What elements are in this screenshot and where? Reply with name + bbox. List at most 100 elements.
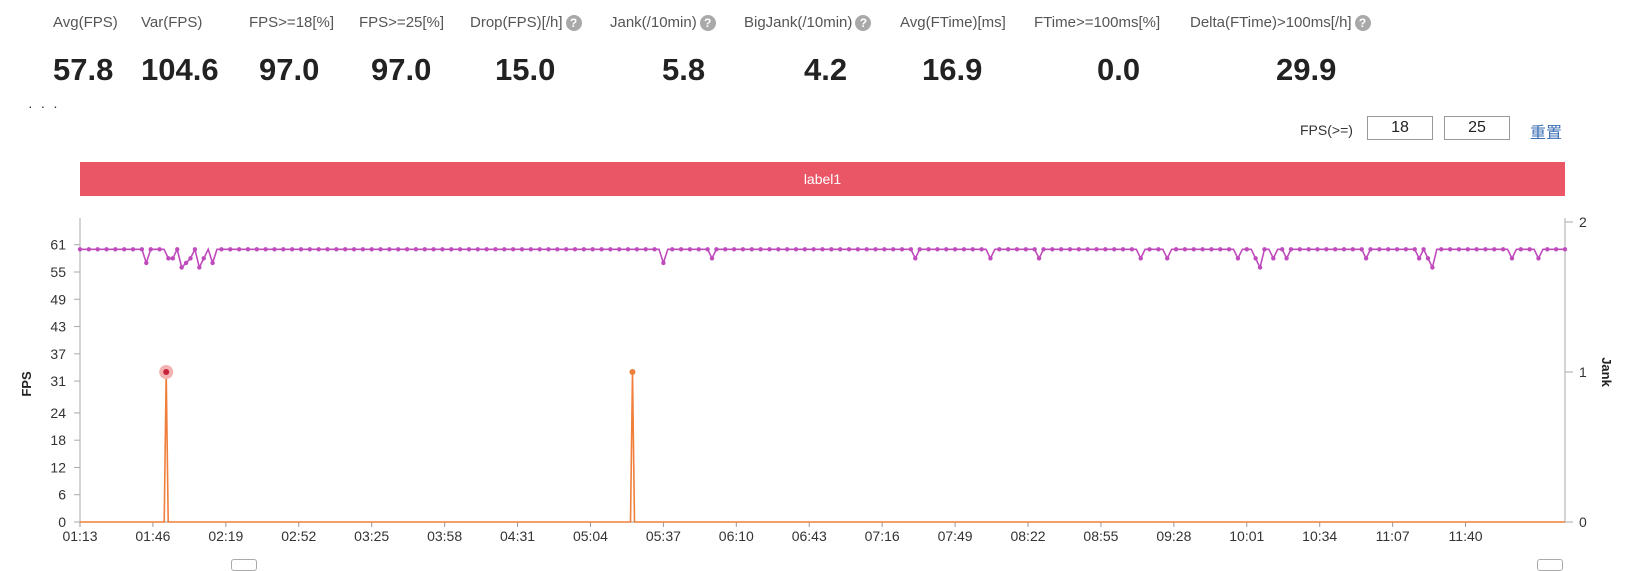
- fps-point: [1067, 247, 1073, 252]
- x-tick-label: 05:37: [646, 528, 681, 544]
- metric-label: Var(FPS): [141, 14, 202, 31]
- x-tick-label: 05:04: [573, 528, 608, 544]
- fps-point: [1386, 247, 1391, 252]
- fps-point: [678, 247, 684, 252]
- fps-point: [298, 247, 304, 252]
- help-icon[interactable]: ?: [565, 14, 582, 31]
- fps-point: [776, 247, 781, 252]
- x-tick-label: 01:46: [135, 528, 170, 544]
- fps-point: [1394, 247, 1400, 252]
- y-tick-label: 61: [50, 237, 66, 253]
- fps-point: [1288, 247, 1294, 252]
- fps-point: [714, 247, 719, 252]
- fps-point: [144, 260, 149, 266]
- metric-label: Avg(FTime)[ms]: [900, 14, 1006, 31]
- fps-point: [670, 247, 675, 252]
- metric-value: 15.0: [495, 52, 556, 87]
- fps-point: [104, 247, 109, 252]
- fps-point: [555, 247, 560, 252]
- fps-point: [802, 247, 808, 252]
- help-icon[interactable]: ?: [1354, 14, 1371, 31]
- fps-point: [188, 256, 193, 261]
- fps-point: [1050, 247, 1055, 252]
- fps-point: [528, 247, 534, 252]
- fps-point: [590, 247, 595, 252]
- fps-point: [219, 247, 224, 252]
- help-icon[interactable]: ?: [699, 14, 716, 31]
- fps-point: [997, 247, 1002, 252]
- fps-point: [837, 247, 843, 252]
- fps-point: [599, 247, 604, 252]
- fps-threshold-low-input[interactable]: [1367, 116, 1433, 140]
- fps-point: [272, 247, 277, 252]
- fps-point: [1036, 256, 1042, 261]
- metric-value: 97.0: [259, 52, 320, 87]
- zoom-handle-right[interactable]: [1537, 559, 1563, 571]
- y-tick-label: 43: [50, 319, 66, 335]
- x-tick-label: 02:19: [208, 528, 243, 544]
- fps-point: [661, 260, 666, 266]
- metric-label-text: Avg(FTime)[ms]: [900, 14, 1006, 31]
- y-tick-label: 24: [50, 405, 66, 421]
- fps-point: [1315, 247, 1320, 252]
- fps-point: [1226, 247, 1232, 252]
- x-tick-label: 11:07: [1376, 528, 1410, 544]
- fps-point: [1306, 247, 1311, 252]
- fps-point: [396, 247, 401, 252]
- fps-point: [1271, 256, 1276, 261]
- fps-point: [1218, 247, 1223, 252]
- fps-point: [86, 247, 92, 252]
- fps-point: [1363, 256, 1369, 261]
- fps-point: [873, 247, 878, 252]
- fps-point: [1465, 247, 1470, 252]
- fps-point: [360, 247, 366, 252]
- metric-value: 57.8: [53, 52, 114, 87]
- fps-point: [179, 265, 184, 270]
- x-tick-label: 06:43: [792, 528, 827, 544]
- fps-point: [935, 247, 940, 252]
- fps-point: [537, 247, 542, 252]
- metric-label: BigJank(/10min)?: [744, 14, 872, 31]
- fps-point: [351, 247, 357, 252]
- fps-point: [1023, 247, 1029, 252]
- metric-label-text: FPS>=25[%]: [359, 14, 445, 31]
- x-tick-label: 10:01: [1229, 528, 1264, 544]
- fps-point: [1425, 256, 1431, 261]
- fps-point: [183, 260, 189, 266]
- fps-point: [723, 247, 728, 252]
- fps-point: [1416, 256, 1422, 261]
- zoom-handle-left[interactable]: [231, 559, 257, 571]
- fps-point: [731, 247, 737, 252]
- fps-point: [175, 247, 180, 252]
- metric-label: Drop(FPS)[/h]?: [470, 14, 582, 31]
- label-band-text: label1: [803, 171, 842, 187]
- fps-point: [148, 247, 153, 252]
- fps-point: [342, 247, 348, 252]
- fps-point: [705, 247, 710, 252]
- fps-point: [210, 260, 215, 266]
- fps-point: [510, 247, 516, 252]
- reset-button[interactable]: 重置: [1530, 125, 1563, 142]
- fps-point: [1191, 247, 1196, 252]
- fps-point: [457, 247, 463, 252]
- fps-point: [1253, 256, 1258, 261]
- fps-point: [1430, 265, 1435, 270]
- fps-point: [166, 256, 171, 261]
- fps-point: [572, 247, 578, 252]
- metric-value: 104.6: [141, 52, 219, 87]
- fps-threshold-high-input[interactable]: [1444, 116, 1510, 140]
- label-band: label1: [80, 162, 1565, 196]
- fps-point: [899, 247, 905, 252]
- fps-point: [1182, 247, 1188, 252]
- fps-point: [1262, 247, 1267, 252]
- fps-point: [864, 247, 869, 252]
- metric-label-text: Drop(FPS)[/h]: [470, 14, 563, 31]
- fps-point: [228, 247, 233, 252]
- fps-point: [1005, 247, 1011, 252]
- fps-point: [1058, 247, 1064, 252]
- jank-series-line: [80, 371, 1565, 523]
- help-icon[interactable]: ?: [855, 14, 872, 31]
- fps-point: [192, 247, 198, 252]
- fps-point: [484, 247, 489, 252]
